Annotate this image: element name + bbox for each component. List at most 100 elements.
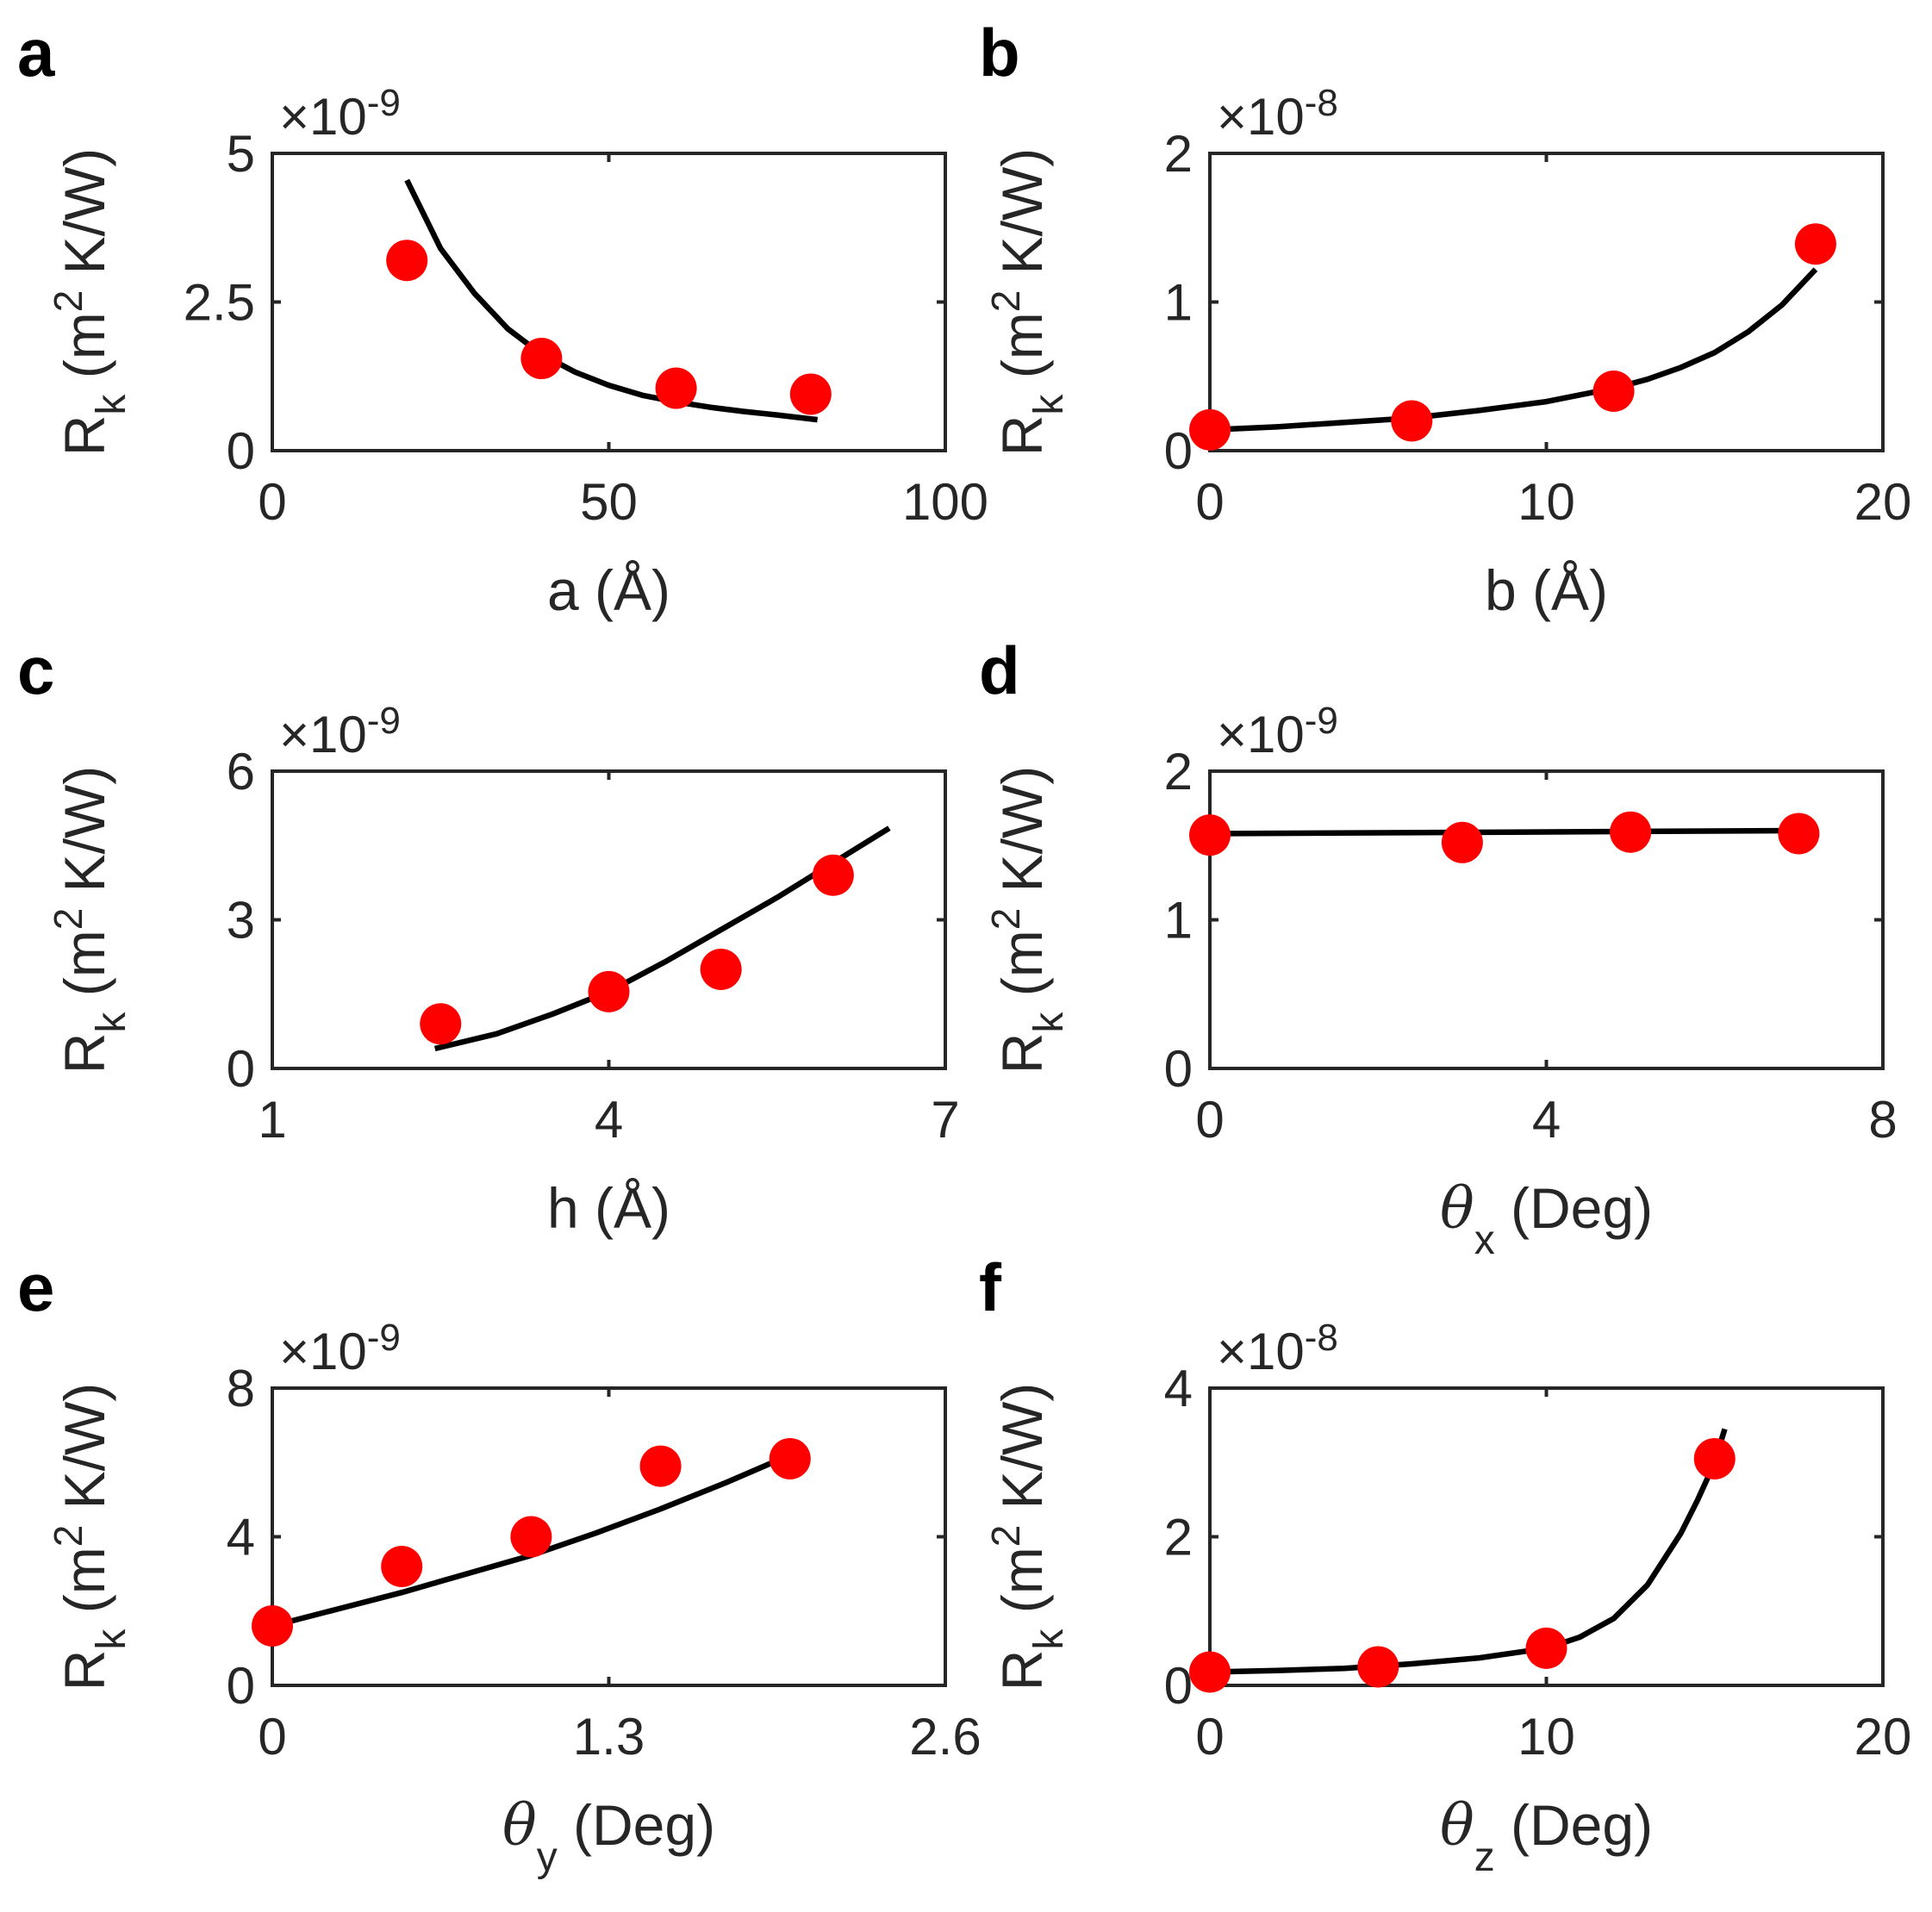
data-point [1357,1646,1399,1688]
data-point [1693,1437,1736,1479]
x-tick-label: 20 [1854,1708,1912,1766]
y-tick-label: 0 [227,422,255,480]
data-point [1189,408,1231,451]
x-tick-label: 0 [1195,473,1224,531]
data-point [520,338,563,380]
data-point [1592,371,1635,412]
fit-line [404,178,818,423]
y-exponent-label: ×10-9 [279,82,401,146]
data-point [655,367,697,409]
data-point [700,949,742,990]
y-tick-label: 0 [1164,1657,1193,1715]
data-point [386,240,428,282]
y-axis-label: Rk (m2 K/W) [983,148,1072,457]
axes-box [271,152,947,452]
data-point [1794,223,1836,265]
x-tick-label: 100 [902,473,988,531]
data-point [381,1546,423,1587]
y-axis-label: Rk (m2 K/W) [46,766,134,1074]
x-tick-label: 0 [258,473,286,531]
y-tick-label: 8 [227,1360,255,1417]
y-exponent-label: ×10-9 [1217,700,1338,763]
x-tick-label: 20 [1854,473,1912,531]
y-axis-label: Rk (m2 K/W) [46,1383,134,1691]
y-tick-label: 2.5 [184,274,255,332]
y-tick-label: 1 [1164,892,1193,950]
data-point [1391,400,1433,442]
y-tick-label: 3 [227,892,255,950]
panel-b: 0 10 20 0 1 2 ×10-8 b (Å) Rk (m2 K/W) b [979,15,1911,622]
panel-letter: b [979,15,1020,90]
x-axis-label: b (Å) [1485,558,1608,622]
data-point [420,1003,462,1045]
data-point [252,1605,293,1647]
data-point [812,854,854,896]
x-axis-label: a (Å) [547,558,670,622]
x-tick-label: 0 [258,1708,286,1766]
panel-f: 0 10 20 0 2 4 ×10-8 θz (Deg) Rk (m2 K/W) f [979,1249,1911,1880]
data-point [1441,821,1483,863]
y-tick-label: 2 [1164,125,1193,183]
x-axis-label: θy (Deg) [502,1792,715,1880]
data-point [510,1516,552,1558]
x-tick-label: 2.6 [909,1708,981,1766]
fit-line [1209,267,1818,433]
y-exponent-label: ×10-8 [1217,1317,1338,1380]
x-tick-label: 10 [1518,1708,1575,1766]
y-tick-label: 4 [1164,1360,1193,1417]
data-point [639,1445,682,1487]
y-exponent-label: ×10-9 [279,700,401,763]
data-point [1610,811,1652,853]
y-tick-label: 2 [1164,1509,1193,1566]
panel-d: 0 4 8 0 1 2 ×10-9 θx (Deg) Rk (m2 K/W) d [979,632,1898,1263]
x-tick-label: 0 [1195,1708,1224,1766]
y-tick-label: 0 [227,1040,255,1098]
y-tick-label: 0 [227,1657,255,1715]
y-exponent-label: ×10-8 [1217,82,1338,146]
y-tick-label: 6 [227,743,255,800]
y-tick-label: 4 [227,1509,255,1566]
axes-box [1208,769,1885,1070]
y-exponent-label: ×10-9 [279,1317,401,1380]
panel-letter: e [17,1249,54,1325]
y-axis-label: Rk (m2 K/W) [46,148,134,457]
data-point [789,373,832,415]
x-tick-label: 1.3 [573,1708,645,1766]
x-axis-label: θz (Deg) [1440,1792,1653,1880]
y-tick-label: 0 [1164,422,1193,480]
y-axis-label: Rk (m2 K/W) [983,766,1072,1074]
data-point [1189,1651,1231,1693]
data-point [588,970,630,1012]
data-point [1778,813,1820,855]
panel-letter: c [17,632,54,708]
data-point [1189,814,1231,856]
x-tick-label: 7 [931,1091,959,1149]
axes-box [271,1386,947,1687]
axes-box [271,769,947,1070]
data-point [1525,1627,1567,1669]
panel-a: 0 50 100 0 2.5 5 ×10-9 a (Å) Rk (m2 K/W) a [17,15,988,622]
y-tick-label: 1 [1164,274,1193,332]
x-tick-label: 1 [258,1091,286,1149]
y-axis-label: Rk (m2 K/W) [983,1383,1072,1691]
x-tick-label: 0 [1195,1091,1224,1149]
panel-e: 0 1.3 2.6 0 4 8 ×10-9 θy (Deg) Rk (m2 K/W) e [17,1249,982,1880]
data-point [769,1437,811,1479]
y-tick-label: 2 [1164,743,1193,800]
y-tick-label: 0 [1164,1040,1193,1098]
panel-letter: a [17,15,55,90]
x-tick-label: 8 [1868,1091,1897,1149]
x-tick-label: 4 [1532,1091,1561,1149]
panel-letter: f [979,1249,1002,1325]
panel-letter: d [979,632,1020,708]
x-axis-label: h (Å) [547,1176,670,1240]
y-tick-label: 5 [227,125,255,183]
x-axis-label: θx (Deg) [1440,1175,1653,1263]
x-tick-label: 50 [580,473,638,531]
fit-line [1209,827,1799,837]
x-tick-label: 10 [1518,473,1575,531]
x-tick-label: 4 [595,1091,623,1149]
fit-line [1209,1428,1728,1675]
